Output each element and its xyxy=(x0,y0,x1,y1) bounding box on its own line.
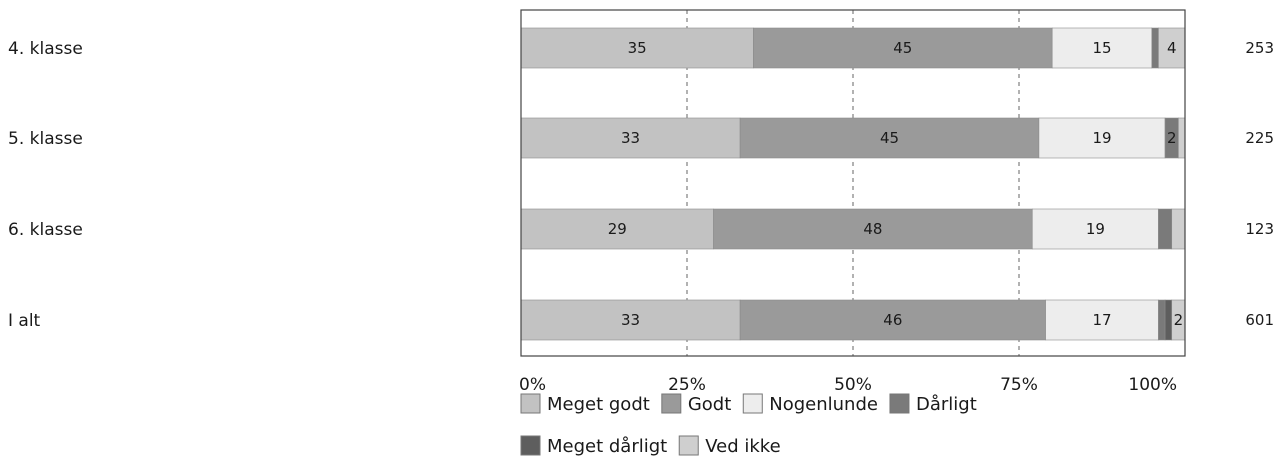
bar-segment xyxy=(1045,299,1159,341)
bar-segment xyxy=(1158,208,1173,250)
bar-segment xyxy=(739,117,1040,159)
legend-label: Ved ikke xyxy=(705,436,780,457)
data-label: 45 xyxy=(880,129,899,147)
bars: 35 45 15 4 33 45 19 2 29 48 19 33 46 17 2 xyxy=(520,27,1186,341)
x-tick-label: 0% xyxy=(519,375,546,395)
legend-swatch xyxy=(520,393,541,414)
data-label: 33 xyxy=(621,311,640,329)
n-label: 601 xyxy=(1245,311,1274,329)
n-labels: 253 225 123 601 xyxy=(1245,39,1274,329)
n-label: 123 xyxy=(1245,220,1274,238)
data-label: 19 xyxy=(1086,220,1105,238)
bar-segment xyxy=(1038,117,1166,159)
data-label: 15 xyxy=(1092,39,1111,57)
legend-swatch xyxy=(661,393,682,414)
legend-label: Dårligt xyxy=(916,394,977,415)
category-label: 5. klasse xyxy=(8,129,83,149)
legend-label: Meget dårligt xyxy=(547,436,667,457)
legend-swatch xyxy=(520,435,541,456)
category-label: I alt xyxy=(8,311,41,331)
x-axis-ticks: 0% 25% 50% 75% 100% xyxy=(519,375,1177,395)
legend-swatch xyxy=(889,393,910,414)
bar-segment xyxy=(739,299,1046,341)
bar-segment xyxy=(1031,208,1159,250)
bar-segment xyxy=(520,208,714,250)
n-label: 253 xyxy=(1245,39,1274,57)
data-label: 35 xyxy=(628,39,647,57)
legend-swatch xyxy=(742,393,763,414)
n-label: 225 xyxy=(1245,129,1274,147)
legend-label: Godt xyxy=(688,394,731,415)
legend-label: Meget godt xyxy=(547,394,650,415)
category-labels: 4. klasse 5. klasse 6. klasse I alt xyxy=(8,39,83,331)
bar-segment xyxy=(713,208,1033,250)
x-tick-label: 75% xyxy=(1000,375,1038,395)
bar-segment xyxy=(1151,27,1159,69)
category-label: 4. klasse xyxy=(8,39,83,59)
legend-swatch xyxy=(678,435,699,456)
data-label: 33 xyxy=(621,129,640,147)
data-label: 4 xyxy=(1167,39,1177,57)
x-tick-label: 25% xyxy=(668,375,706,395)
data-label: 48 xyxy=(863,220,882,238)
bar-segment xyxy=(1171,208,1186,250)
data-label: 46 xyxy=(883,311,902,329)
bar-segment xyxy=(520,117,741,159)
plot-frame xyxy=(520,9,1186,357)
category-label: 6. klasse xyxy=(8,220,83,240)
data-label: 29 xyxy=(608,220,627,238)
x-tick-label: 50% xyxy=(834,375,872,395)
bar-segment xyxy=(753,27,1053,69)
data-label: 19 xyxy=(1092,129,1111,147)
legend-label: Nogenlunde xyxy=(769,394,878,415)
data-label: 2 xyxy=(1174,311,1184,329)
bar-segment xyxy=(1164,299,1173,341)
data-label: 2 xyxy=(1167,129,1177,147)
data-label: 17 xyxy=(1092,311,1111,329)
data-label: 45 xyxy=(893,39,912,57)
legend: Meget godt Godt Nogenlunde Dårligt Meget dår… xyxy=(520,393,977,457)
bar-segment xyxy=(1158,27,1186,69)
x-tick-label: 100% xyxy=(1128,375,1177,395)
bar-segment xyxy=(1158,299,1166,341)
bar-segment xyxy=(1178,117,1186,159)
